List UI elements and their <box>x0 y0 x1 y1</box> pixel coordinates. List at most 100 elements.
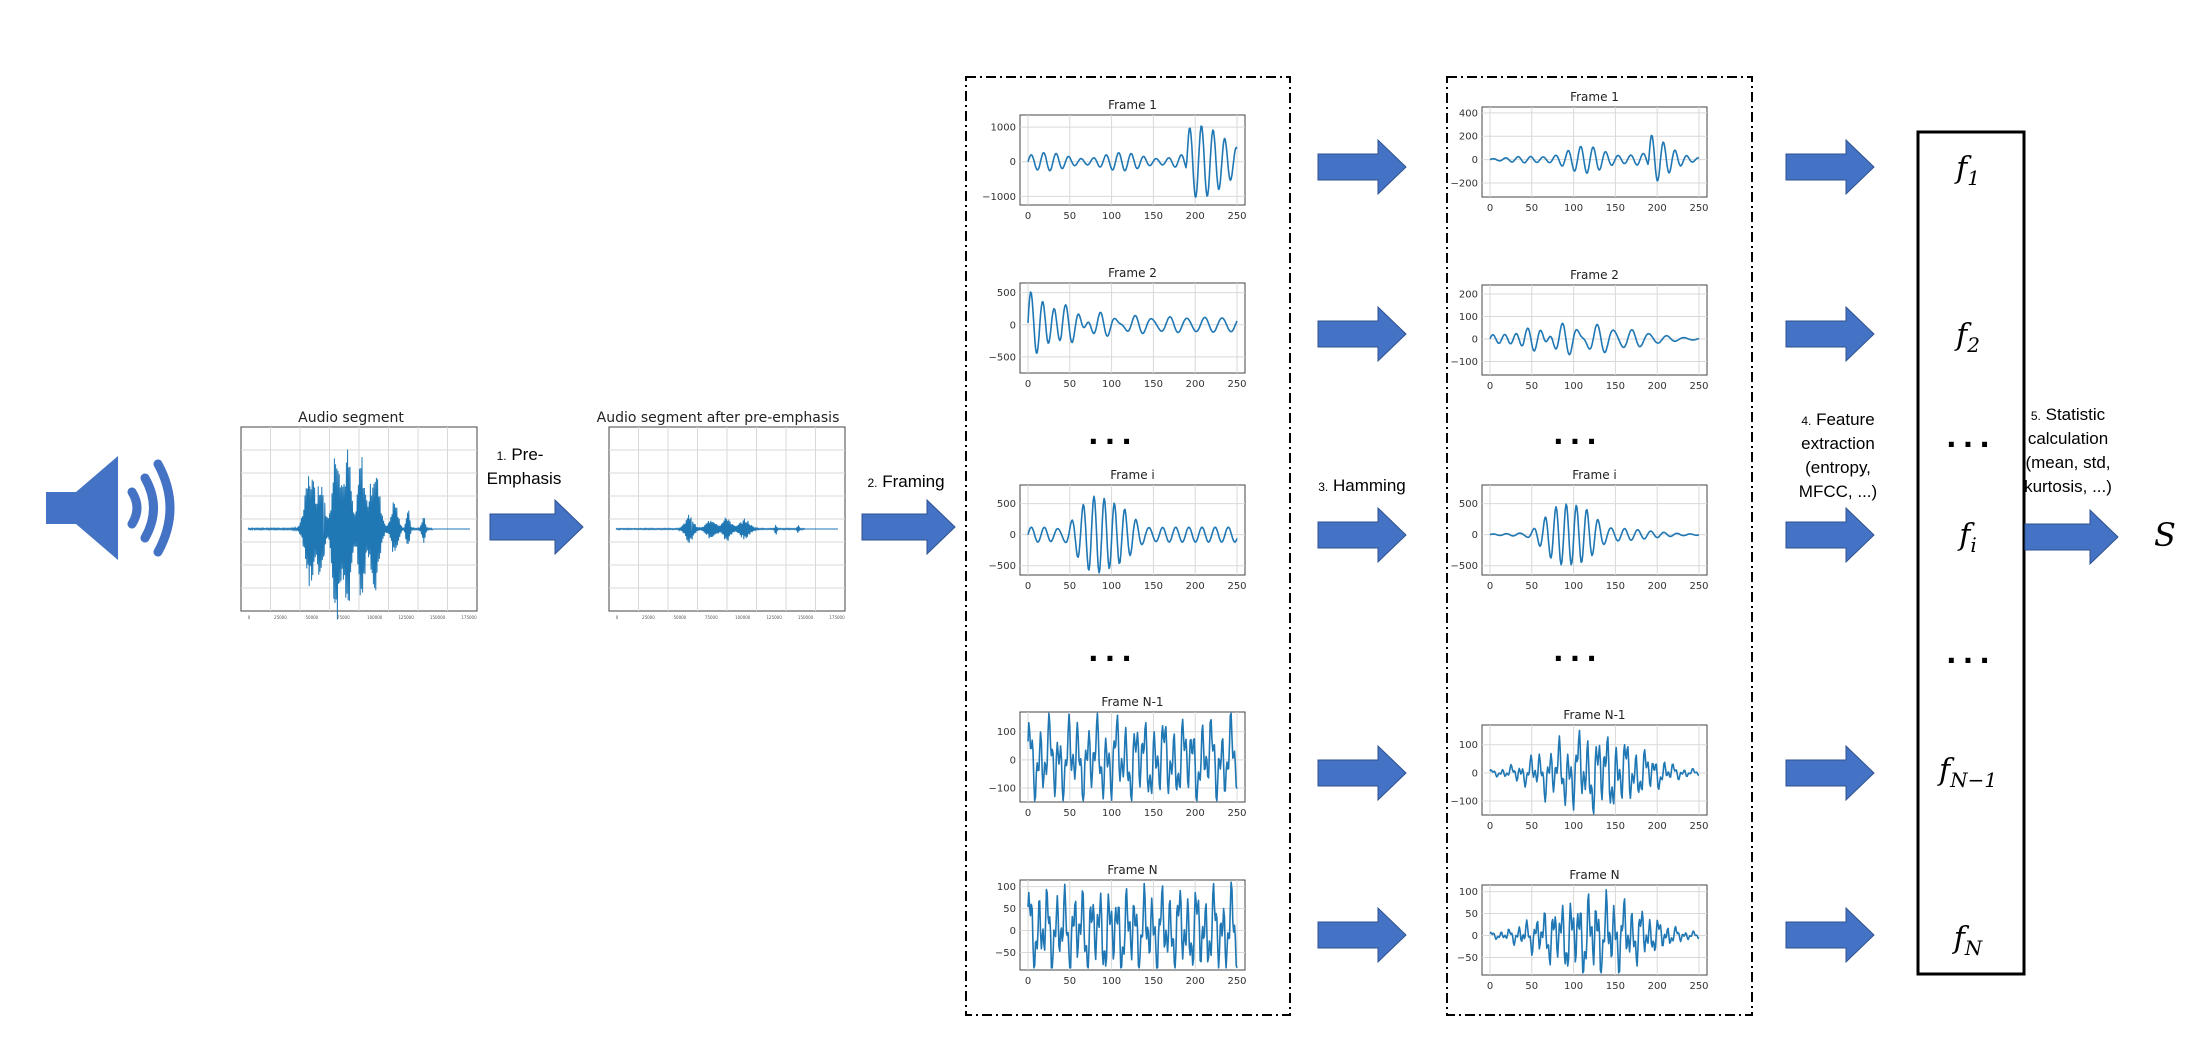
svg-text:150000: 150000 <box>430 615 446 620</box>
x-tick-label: 250 <box>1689 381 1708 392</box>
x-tick-label: 250 <box>1689 203 1708 214</box>
frame-signal <box>1027 712 1238 802</box>
step-framing: 2. Framing <box>867 472 944 491</box>
svg-text:calculation: calculation <box>2028 429 2108 448</box>
y-tick-label: 500 <box>997 499 1016 510</box>
frame-plot: Frame N 0 50 100 150 200 250 100 50 0 −50 <box>1457 868 1709 992</box>
frame-plot: Frame N-1 0 50 100 150 200 250 100 0 −100 <box>989 695 1247 819</box>
y-tick-label: 0 <box>1472 931 1478 942</box>
frame-plot: Frame N 0 50 100 150 200 250 100 50 0 −50 <box>995 863 1247 987</box>
y-tick-label: 0 <box>1010 530 1016 541</box>
frame-signal <box>1027 291 1238 354</box>
x-tick-label: 200 <box>1186 976 1205 987</box>
x-tick-label: 150 <box>1144 808 1163 819</box>
x-tick-label: 0 <box>1487 821 1493 832</box>
feature-ellipsis: ... <box>1946 637 1996 670</box>
frame-plot: Frame i 0 50 100 150 200 250 500 0 −500 <box>1451 468 1709 592</box>
feature-symbol: f1 <box>1954 151 1980 190</box>
feature-symbol: fi <box>1957 518 1977 557</box>
x-tick-label: 50 <box>1063 581 1076 592</box>
svg-text:100000: 100000 <box>367 615 383 620</box>
arrow <box>1317 906 1407 964</box>
y-tick-label: 500 <box>997 288 1016 299</box>
x-tick-label: 100 <box>1564 381 1583 392</box>
x-tick-label: 250 <box>1689 581 1708 592</box>
frame-signal <box>1489 322 1700 356</box>
svg-text:25000: 25000 <box>274 615 287 620</box>
x-tick-label: 200 <box>1648 981 1667 992</box>
frame-title: Frame 2 <box>1108 266 1157 280</box>
frame-signal <box>1027 125 1238 198</box>
x-tick-label: 100 <box>1102 581 1121 592</box>
x-tick-label: 200 <box>1186 581 1205 592</box>
y-tick-label: −500 <box>989 561 1016 572</box>
x-tick-label: 50 <box>1063 379 1076 390</box>
frame-signal <box>1489 889 1700 974</box>
feature-symbol: f2 <box>1954 318 1980 357</box>
x-tick-label: 250 <box>1227 211 1246 222</box>
arrow <box>1785 744 1875 802</box>
y-tick-label: −500 <box>1451 561 1478 572</box>
x-tick-label: 150 <box>1144 581 1163 592</box>
step-hamming: 3. Hamming <box>1318 476 1406 495</box>
x-tick-label: 50 <box>1525 581 1538 592</box>
svg-text:125000: 125000 <box>399 615 415 620</box>
arrow <box>1785 138 1875 196</box>
x-tick-label: 100 <box>1102 379 1121 390</box>
x-tick-label: 200 <box>1648 381 1667 392</box>
x-tick-label: 200 <box>1186 211 1205 222</box>
svg-text:175000: 175000 <box>829 615 845 620</box>
frame-plot: Frame N-1 0 50 100 150 200 250 100 0 −100 <box>1451 708 1709 832</box>
x-tick-label: 0 <box>1487 581 1493 592</box>
y-tick-label: −200 <box>1451 178 1478 189</box>
svg-text:MFCC, ...): MFCC, ...) <box>1799 482 1877 501</box>
arrow <box>1785 305 1875 363</box>
x-tick-label: 200 <box>1186 379 1205 390</box>
feature-symbol: fN <box>1952 921 1984 960</box>
y-tick-label: −50 <box>1457 953 1478 964</box>
y-tick-label: 0 <box>1472 530 1478 541</box>
y-tick-label: 1000 <box>991 123 1016 134</box>
frame-signal <box>1027 881 1238 969</box>
step-statistic: 5. Statistic calculation (mean, std, kur… <box>2024 405 2112 496</box>
x-tick-label: 250 <box>1227 976 1246 987</box>
frame-title: Frame N-1 <box>1563 708 1625 722</box>
step-pre-emphasis: 1. Pre- Emphasis <box>487 445 562 488</box>
x-tick-label: 0 <box>1487 381 1493 392</box>
arrow <box>1317 138 1407 196</box>
frame-plot: Frame 1 0 50 100 150 200 250 1000 0 −1000 <box>982 98 1246 222</box>
x-tick-label: 150 <box>1144 211 1163 222</box>
audio-segment-plot: Audio segment <box>240 410 478 620</box>
y-tick-label: 200 <box>1459 290 1478 301</box>
y-tick-label: −100 <box>1451 357 1478 368</box>
x-tick-label: 100 <box>1564 581 1583 592</box>
x-tick-label: 0 <box>1025 976 1031 987</box>
x-tick-label: 0 <box>1025 581 1031 592</box>
step-feature-extraction: 4. Feature extraction (entropy, MFCC, ..… <box>1799 410 1877 501</box>
feature-ellipsis: ... <box>1946 421 1996 454</box>
x-tick-label: 100 <box>1102 211 1121 222</box>
arrow <box>1317 744 1407 802</box>
frame-title: Frame 1 <box>1108 98 1157 112</box>
x-tick-label: 100 <box>1102 976 1121 987</box>
svg-text:125000: 125000 <box>767 615 783 620</box>
frame-title: Frame i <box>1572 468 1617 482</box>
x-tick-label: 50 <box>1525 203 1538 214</box>
hamming-arrows <box>1317 138 1407 964</box>
frame-plot: Frame 2 0 50 100 150 200 250 500 0 −500 <box>989 266 1247 390</box>
y-tick-label: 0 <box>1472 768 1478 779</box>
preemphasis-audio-plot: Audio segment after pre-emphasis <box>597 410 846 612</box>
x-tick-label: 200 <box>1648 203 1667 214</box>
feature-list: f1 f2... fi... fN−1 fN <box>1937 151 1997 960</box>
x-tick-label: 150 <box>1606 381 1625 392</box>
x-tick-label: 100 <box>1564 981 1583 992</box>
frame-signal <box>1489 729 1700 815</box>
frame-plot: Frame 2 0 50 100 150 200 250 200 100 0 −100 <box>1451 268 1709 392</box>
x-tick-label: 50 <box>1063 976 1076 987</box>
svg-text:75000: 75000 <box>337 615 350 620</box>
x-tick-label: 50 <box>1525 381 1538 392</box>
y-tick-label: 500 <box>1459 499 1478 510</box>
feature-vector-box <box>1916 130 2026 976</box>
